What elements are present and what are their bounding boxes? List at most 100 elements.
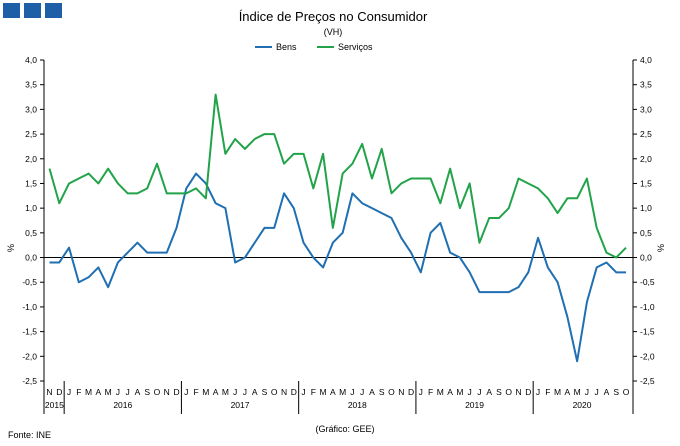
- x-tick-label-month: S: [613, 387, 619, 397]
- x-tick-label-month: J: [350, 387, 354, 397]
- chart-credit: (Gráfico: GEE): [315, 424, 374, 434]
- x-tick-label-year: 2016: [113, 400, 132, 410]
- x-tick-label-month: M: [554, 387, 561, 397]
- y-tick-label-left: 2,0: [25, 154, 37, 164]
- x-tick-label-month: N: [46, 387, 52, 397]
- x-tick-label-month: D: [408, 387, 414, 397]
- x-tick-label-month: F: [428, 387, 433, 397]
- x-tick-label-month: J: [116, 387, 120, 397]
- x-tick-label-month: F: [545, 387, 550, 397]
- y-tick-label-left: 4,0: [25, 55, 37, 65]
- x-tick-label-month: F: [193, 387, 198, 397]
- y-tick-label-left: -2,5: [22, 376, 37, 386]
- x-tick-label-month: N: [398, 387, 404, 397]
- x-tick-label-month: M: [202, 387, 209, 397]
- x-tick-label-month: A: [486, 387, 492, 397]
- x-tick-label-month: O: [388, 387, 395, 397]
- y-tick-label-right: 1,5: [640, 178, 652, 188]
- x-tick-label-month: J: [536, 387, 540, 397]
- series-line-servicos: [48, 93, 627, 259]
- x-tick-label-month: M: [574, 387, 581, 397]
- y-tick-label-left: 2,5: [25, 129, 37, 139]
- x-tick-label-month: A: [604, 387, 610, 397]
- x-tick-label-month: A: [447, 387, 453, 397]
- logo-block-1: [3, 3, 20, 18]
- y-tick-label-right: -2,0: [640, 351, 655, 361]
- x-tick-label-month: J: [184, 387, 188, 397]
- source-note: Fonte: INE: [8, 430, 51, 440]
- x-tick-label-month: S: [496, 387, 502, 397]
- x-tick-label-month: N: [281, 387, 287, 397]
- y-tick-label-right: 2,5: [640, 129, 652, 139]
- y-tick-label-left: 1,0: [25, 203, 37, 213]
- x-tick-label-month: O: [505, 387, 512, 397]
- x-tick-label-month: J: [243, 387, 247, 397]
- x-tick-label-month: A: [135, 387, 141, 397]
- x-tick-label-month: F: [311, 387, 316, 397]
- x-tick-label-month: D: [173, 387, 179, 397]
- x-tick-label-year: 2017: [231, 400, 250, 410]
- x-tick-label-month: J: [468, 387, 472, 397]
- y-tick-label-right: -1,0: [640, 302, 655, 312]
- y-tick-label-right: 0,0: [640, 253, 652, 263]
- chart-subtitle: (VH): [324, 27, 343, 37]
- x-tick-label-month: M: [437, 387, 444, 397]
- x-tick-label-month: M: [222, 387, 229, 397]
- x-tick-label-month: M: [320, 387, 327, 397]
- x-tick-label-month: N: [164, 387, 170, 397]
- logo-block-2: [24, 3, 41, 18]
- x-tick-label-month: M: [339, 387, 346, 397]
- legend-label-bens: Bens: [276, 42, 297, 52]
- chart-title: Índice de Preços no Consumidor: [239, 9, 428, 24]
- y-tick-label-left: 1,5: [25, 178, 37, 188]
- x-tick-label-month: M: [85, 387, 92, 397]
- y-tick-label-left: 3,0: [25, 104, 37, 114]
- y-tick-label-right: 2,0: [640, 154, 652, 164]
- x-tick-label-month: M: [105, 387, 112, 397]
- x-tick-label-month: S: [379, 387, 385, 397]
- y-tick-label-left: 3,5: [25, 80, 37, 90]
- x-tick-label-month: J: [360, 387, 364, 397]
- y-tick-label-right: -1,5: [640, 327, 655, 337]
- x-tick-label-year: 2018: [348, 400, 367, 410]
- x-tick-label-month: J: [233, 387, 237, 397]
- y-axis-label-left: %: [6, 244, 16, 252]
- legend-label-servicos: Serviços: [338, 42, 373, 52]
- y-tick-label-right: 3,5: [640, 80, 652, 90]
- series-line-bens: [49, 172, 626, 363]
- y-tick-label-left: -2,0: [22, 351, 37, 361]
- x-tick-label-month: J: [477, 387, 481, 397]
- x-tick-label-month: A: [565, 387, 571, 397]
- y-tick-label-right: -2,5: [640, 376, 655, 386]
- x-tick-label-month: J: [301, 387, 305, 397]
- x-tick-label-month: N: [515, 387, 521, 397]
- x-tick-label-month: D: [525, 387, 531, 397]
- x-tick-label-month: A: [330, 387, 336, 397]
- x-tick-label-month: A: [252, 387, 258, 397]
- x-tick-label-month: A: [213, 387, 219, 397]
- logo-block-3: [45, 3, 62, 18]
- x-tick-label-month: J: [126, 387, 130, 397]
- y-tick-label-left: -0,5: [22, 277, 37, 287]
- y-tick-label-left: 0,5: [25, 228, 37, 238]
- x-tick-label-month: D: [56, 387, 62, 397]
- x-tick-label-month: J: [585, 387, 589, 397]
- x-tick-label-month: J: [67, 387, 71, 397]
- y-tick-label-left: -1,0: [22, 302, 37, 312]
- y-tick-label-right: -0,5: [640, 277, 655, 287]
- x-tick-label-month: A: [369, 387, 375, 397]
- y-tick-label-right: 3,0: [640, 104, 652, 114]
- y-axis-label-right: %: [656, 244, 666, 252]
- x-tick-label-month: S: [144, 387, 150, 397]
- x-tick-label-month: O: [623, 387, 630, 397]
- y-tick-label-right: 1,0: [640, 203, 652, 213]
- legend: Bens Serviços: [255, 42, 373, 52]
- x-tick-label-month: O: [154, 387, 161, 397]
- x-tick-label-month: S: [262, 387, 268, 397]
- x-tick-label-month: M: [456, 387, 463, 397]
- y-tick-label-right: 0,5: [640, 228, 652, 238]
- x-tick-label-month: O: [271, 387, 278, 397]
- y-tick-label-left: -1,5: [22, 327, 37, 337]
- x-tick-label-year: 2019: [465, 400, 484, 410]
